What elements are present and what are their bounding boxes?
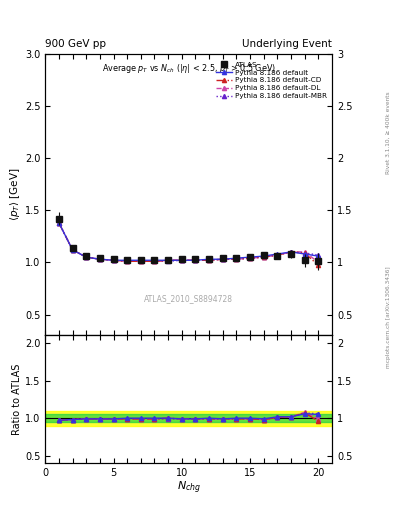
- Pythia 8.186 default-CD: [289, 249, 294, 255]
- Pythia 8.186 default-DL: [207, 257, 211, 263]
- Pythia 8.186 default-CD: [248, 255, 252, 261]
- Pythia 8.186 default-CD: [234, 256, 239, 262]
- Pythia 8.186 default: [166, 257, 171, 263]
- Pythia 8.186 default: [125, 257, 130, 263]
- Pythia 8.186 default: [289, 249, 294, 255]
- Text: Average $p_{T}$ vs $N_{ch}$ ($|\eta|$ < 2.5, $p_{T}$ > 0.5 GeV): Average $p_{T}$ vs $N_{ch}$ ($|\eta|$ < …: [102, 62, 275, 75]
- Legend: ATLAS, Pythia 8.186 default, Pythia 8.186 default-CD, Pythia 8.186 default-DL, P: ATLAS, Pythia 8.186 default, Pythia 8.18…: [215, 60, 329, 100]
- Pythia 8.186 default-MBR: [84, 254, 88, 260]
- Pythia 8.186 default-MBR: [166, 258, 171, 264]
- Y-axis label: Ratio to ATLAS: Ratio to ATLAS: [12, 364, 22, 435]
- Pythia 8.186 default-DL: [180, 257, 184, 263]
- Pythia 8.186 default-DL: [57, 220, 61, 226]
- Pythia 8.186 default-DL: [234, 256, 239, 262]
- Pythia 8.186 default: [234, 255, 239, 261]
- Pythia 8.186 default: [261, 253, 266, 259]
- Pythia 8.186 default: [97, 256, 102, 262]
- Pythia 8.186 default-DL: [248, 255, 252, 261]
- Pythia 8.186 default-MBR: [234, 256, 239, 262]
- Pythia 8.186 default-MBR: [57, 220, 61, 226]
- Pythia 8.186 default-DL: [152, 258, 157, 264]
- Pythia 8.186 default-CD: [57, 220, 61, 226]
- Bar: [45, 414, 332, 422]
- Pythia 8.186 default-CD: [97, 256, 102, 262]
- Pythia 8.186 default-MBR: [111, 257, 116, 263]
- Pythia 8.186 default-MBR: [97, 256, 102, 262]
- Y-axis label: $\langle p_{T} \rangle$ [GeV]: $\langle p_{T} \rangle$ [GeV]: [8, 168, 22, 221]
- Pythia 8.186 default-CD: [166, 257, 171, 263]
- Pythia 8.186 default-CD: [261, 254, 266, 260]
- Pythia 8.186 default-DL: [261, 254, 266, 260]
- Pythia 8.186 default-DL: [125, 258, 130, 264]
- Pythia 8.186 default-CD: [220, 256, 225, 262]
- Pythia 8.186 default-CD: [111, 257, 116, 263]
- Text: Underlying Event: Underlying Event: [242, 38, 332, 49]
- Text: mcplots.cern.ch [arXiv:1306.3436]: mcplots.cern.ch [arXiv:1306.3436]: [386, 267, 391, 368]
- Bar: [45, 411, 332, 425]
- Pythia 8.186 default-MBR: [207, 257, 211, 263]
- Pythia 8.186 default: [180, 257, 184, 263]
- Text: Rivet 3.1.10, ≥ 400k events: Rivet 3.1.10, ≥ 400k events: [386, 92, 391, 175]
- Pythia 8.186 default-MBR: [275, 252, 280, 258]
- Pythia 8.186 default: [275, 251, 280, 257]
- Pythia 8.186 default-MBR: [125, 258, 130, 264]
- Line: Pythia 8.186 default-DL: Pythia 8.186 default-DL: [57, 221, 321, 264]
- Pythia 8.186 default-DL: [193, 257, 198, 263]
- Pythia 8.186 default-MBR: [70, 247, 75, 253]
- Pythia 8.186 default-CD: [180, 257, 184, 263]
- Pythia 8.186 default-DL: [111, 257, 116, 263]
- Text: 900 GeV pp: 900 GeV pp: [45, 38, 106, 49]
- Pythia 8.186 default: [57, 220, 61, 226]
- Pythia 8.186 default-MBR: [152, 258, 157, 264]
- Pythia 8.186 default-MBR: [261, 254, 266, 260]
- Pythia 8.186 default: [207, 256, 211, 262]
- Line: Pythia 8.186 default: Pythia 8.186 default: [57, 221, 321, 262]
- Pythia 8.186 default-MBR: [302, 250, 307, 256]
- Pythia 8.186 default: [220, 256, 225, 262]
- Pythia 8.186 default: [138, 257, 143, 263]
- Pythia 8.186 default-CD: [84, 254, 88, 260]
- Pythia 8.186 default-MBR: [193, 257, 198, 263]
- Pythia 8.186 default-CD: [275, 252, 280, 258]
- Pythia 8.186 default-DL: [166, 257, 171, 263]
- Pythia 8.186 default: [111, 257, 116, 263]
- Pythia 8.186 default-DL: [275, 252, 280, 258]
- Line: Pythia 8.186 default-CD: Pythia 8.186 default-CD: [57, 221, 321, 268]
- Pythia 8.186 default-DL: [138, 258, 143, 264]
- Pythia 8.186 default-DL: [316, 259, 321, 265]
- Pythia 8.186 default-MBR: [316, 252, 321, 258]
- Pythia 8.186 default-DL: [289, 249, 294, 255]
- Pythia 8.186 default-CD: [70, 247, 75, 253]
- Pythia 8.186 default-MBR: [180, 257, 184, 263]
- Line: Pythia 8.186 default-MBR: Pythia 8.186 default-MBR: [57, 221, 321, 263]
- Pythia 8.186 default-MBR: [138, 258, 143, 264]
- Pythia 8.186 default-MBR: [248, 255, 252, 261]
- Pythia 8.186 default: [152, 257, 157, 263]
- Pythia 8.186 default-CD: [302, 250, 307, 256]
- Pythia 8.186 default: [84, 254, 88, 260]
- Pythia 8.186 default: [302, 251, 307, 257]
- Pythia 8.186 default: [193, 257, 198, 263]
- Pythia 8.186 default: [70, 247, 75, 253]
- Pythia 8.186 default-MBR: [289, 249, 294, 255]
- Pythia 8.186 default-MBR: [220, 256, 225, 262]
- Pythia 8.186 default-DL: [220, 256, 225, 262]
- Pythia 8.186 default-CD: [316, 263, 321, 269]
- Pythia 8.186 default-CD: [207, 257, 211, 263]
- Pythia 8.186 default-CD: [193, 257, 198, 263]
- Pythia 8.186 default-CD: [138, 258, 143, 264]
- Pythia 8.186 default: [316, 253, 321, 259]
- Pythia 8.186 default-DL: [70, 247, 75, 253]
- Pythia 8.186 default-CD: [152, 258, 157, 264]
- Pythia 8.186 default-DL: [302, 249, 307, 255]
- Pythia 8.186 default-DL: [97, 256, 102, 262]
- X-axis label: $N_{chg}$: $N_{chg}$: [176, 480, 201, 496]
- Pythia 8.186 default-DL: [84, 254, 88, 260]
- Pythia 8.186 default: [248, 254, 252, 260]
- Text: ATLAS_2010_S8894728: ATLAS_2010_S8894728: [144, 294, 233, 303]
- Pythia 8.186 default-CD: [125, 258, 130, 264]
